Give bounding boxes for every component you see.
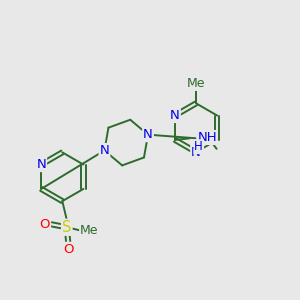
Text: S: S [62, 220, 71, 235]
Text: Me: Me [187, 77, 205, 90]
Text: H: H [194, 140, 203, 153]
Text: O: O [63, 243, 74, 256]
Text: NH: NH [197, 131, 217, 144]
Text: Me: Me [80, 224, 99, 237]
Text: O: O [40, 218, 50, 231]
Text: N: N [100, 144, 109, 157]
Text: N: N [191, 146, 201, 159]
Text: N: N [170, 109, 180, 122]
Text: N: N [36, 158, 46, 171]
Text: N: N [143, 128, 153, 141]
